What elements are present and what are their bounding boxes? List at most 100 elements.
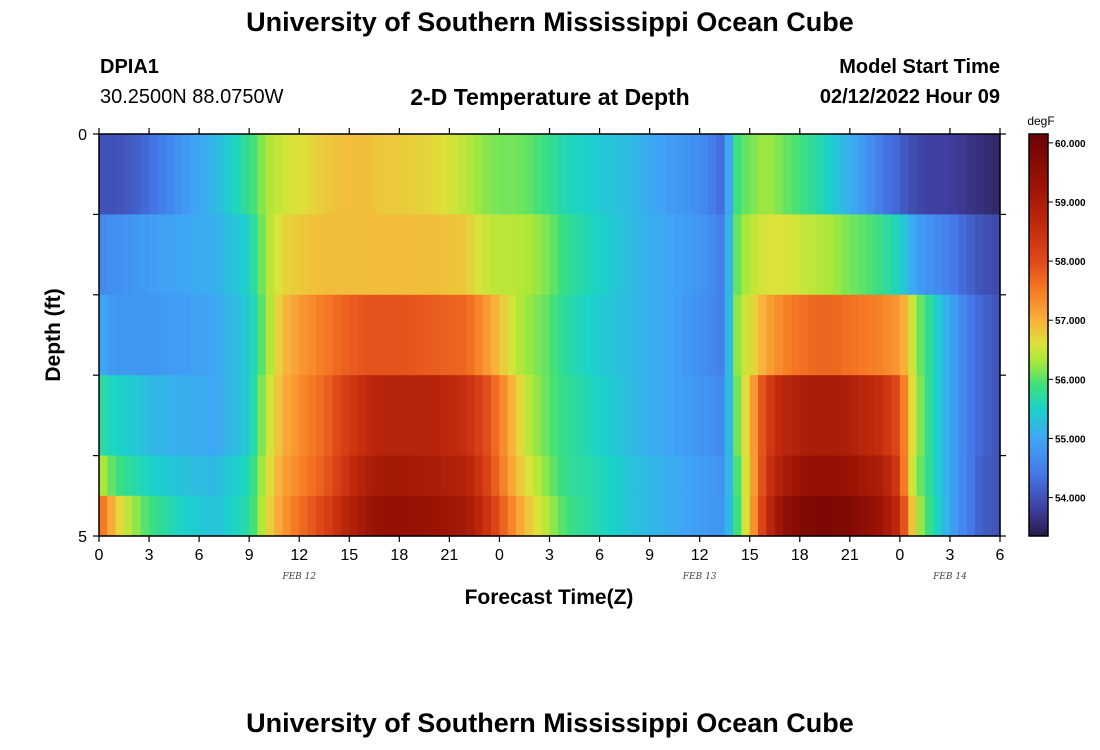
heatmap-cell: [132, 214, 142, 296]
heatmap-cell: [466, 495, 476, 537]
heatmap-cell: [666, 375, 676, 457]
heatmap-cell: [733, 134, 742, 215]
heatmap-cell: [733, 455, 742, 497]
heatmap-cell: [758, 134, 767, 215]
heatmap-cell: [924, 294, 934, 376]
heatmap-cell: [991, 375, 1001, 457]
heatmap-cell: [774, 495, 784, 537]
heatmap-cell: [482, 294, 492, 376]
heatmap-cell: [265, 375, 275, 457]
heatmap-cell: [299, 294, 309, 376]
heatmap-cell: [783, 375, 793, 457]
heatmap-cell: [866, 134, 876, 215]
heatmap-cell: [482, 214, 492, 296]
x-tick-label: 15: [340, 547, 358, 564]
heatmap-cell: [307, 134, 317, 215]
heatmap-cell: [549, 134, 559, 215]
heatmap-cell: [474, 375, 484, 457]
heatmap-cell: [966, 214, 976, 296]
heatmap-cell: [557, 134, 567, 215]
heatmap-cell: [924, 134, 934, 215]
heatmap-cell: [466, 214, 476, 296]
heatmap-cell: [766, 134, 776, 215]
heatmap-cell: [808, 455, 818, 497]
heatmap-cell: [324, 214, 334, 296]
heatmap-cell: [99, 455, 108, 497]
heatmap-cell: [816, 294, 826, 376]
heatmap-cell: [566, 495, 576, 537]
heatmap-cell: [491, 134, 501, 215]
heatmap-cell: [232, 375, 242, 457]
x-tick-label: 3: [545, 547, 554, 564]
heatmap-cell: [933, 134, 943, 215]
heatmap-cell: [332, 495, 342, 537]
heatmap-cell: [357, 294, 367, 376]
heatmap-cell: [349, 375, 359, 457]
heatmap-cell: [407, 455, 417, 497]
heatmap-cell: [599, 455, 609, 497]
heatmap-cell: [207, 134, 217, 215]
heatmap-cell: [541, 134, 551, 215]
heatmap-cell: [774, 455, 784, 497]
page-title: University of Southern Mississippi Ocean…: [246, 7, 854, 37]
heatmap-cell: [758, 495, 767, 537]
heatmap-cell: [624, 294, 634, 376]
heatmap-cell: [833, 495, 843, 537]
heatmap-cell: [357, 455, 367, 497]
heatmap-cell: [991, 294, 1001, 376]
heatmap-cell: [616, 495, 626, 537]
heatmap-cell: [399, 455, 409, 497]
heatmap-cell: [390, 375, 400, 457]
heatmap-cell: [991, 134, 1001, 215]
heatmap-cell: [407, 294, 417, 376]
heatmap-cell: [908, 294, 918, 376]
heatmap-cell: [365, 495, 375, 537]
heatmap-cell: [799, 495, 809, 537]
heatmap-cell: [441, 134, 450, 215]
heatmap-cell: [616, 455, 626, 497]
heatmap-cell: [174, 455, 184, 497]
heatmap-cell: [441, 375, 450, 457]
heatmap-cell: [649, 134, 659, 215]
heatmap-cell: [466, 455, 476, 497]
heatmap-cell: [933, 214, 943, 296]
heatmap-cell: [899, 375, 909, 457]
heatmap-cell: [232, 134, 242, 215]
heatmap-cell: [616, 134, 626, 215]
heatmap-cell: [607, 375, 617, 457]
heatmap-cell: [499, 214, 509, 296]
heatmap-cell: [824, 375, 834, 457]
heatmap-cell: [482, 495, 492, 537]
heatmap-cell: [340, 455, 350, 497]
heatmap-cell: [157, 134, 167, 215]
heatmap-cell: [207, 455, 217, 497]
heatmap-cell: [749, 375, 759, 457]
heatmap-cell: [249, 134, 259, 215]
heatmap-cell: [315, 294, 325, 376]
heatmap-cell: [557, 375, 567, 457]
heatmap-cell: [124, 375, 133, 457]
heatmap-cell: [649, 455, 659, 497]
heatmap-cell: [666, 134, 676, 215]
heatmap-cell: [324, 134, 334, 215]
heatmap-cell: [966, 294, 976, 376]
heatmap-cell: [474, 455, 484, 497]
heatmap-cell: [207, 495, 217, 537]
heatmap-cell: [749, 134, 759, 215]
heatmap-cell: [357, 214, 367, 296]
heatmap-cell: [791, 214, 801, 296]
heatmap-cell: [733, 294, 742, 376]
heatmap-cell: [390, 134, 400, 215]
heatmap-cell: [290, 495, 300, 537]
heatmap-cell: [724, 294, 734, 376]
heatmap-cell: [933, 495, 943, 537]
heatmap-cell: [991, 214, 1001, 296]
heatmap-cell: [132, 455, 142, 497]
heatmap-cell: [958, 294, 968, 376]
heatmap-cell: [674, 214, 684, 296]
heatmap-cell: [149, 134, 158, 215]
heatmap-cell: [941, 495, 951, 537]
heatmap-cell: [766, 375, 776, 457]
heatmap-cell: [265, 495, 275, 537]
heatmap-cell: [365, 294, 375, 376]
